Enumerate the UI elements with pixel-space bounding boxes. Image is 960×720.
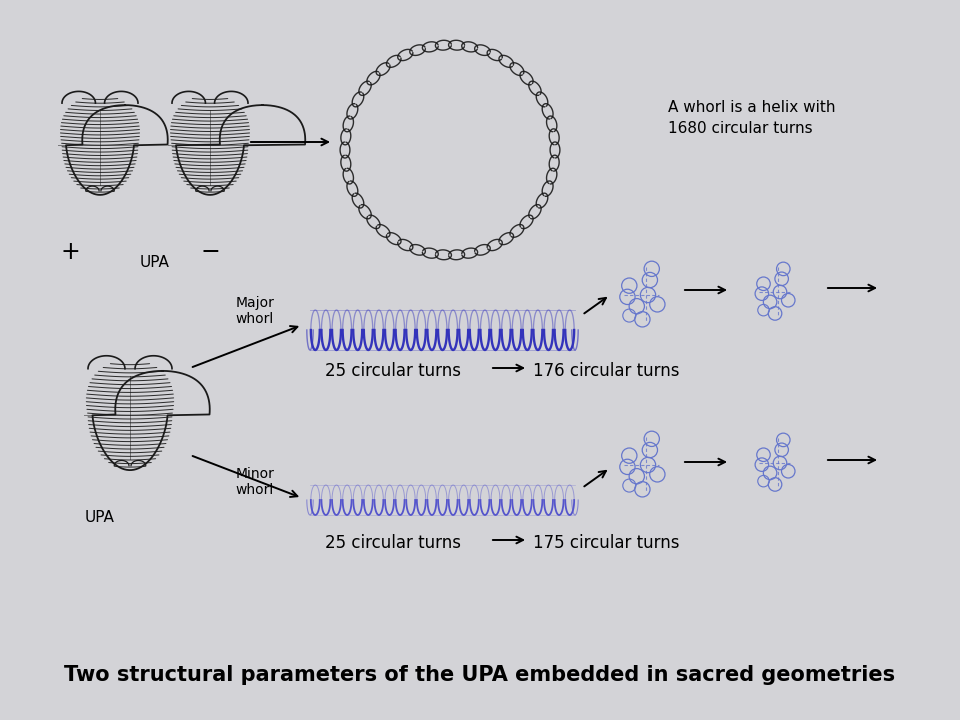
Text: UPA: UPA [140, 255, 170, 270]
Text: 175 circular turns: 175 circular turns [533, 534, 680, 552]
Text: A whorl is a helix with
1680 circular turns: A whorl is a helix with 1680 circular tu… [668, 100, 835, 136]
Text: 25 circular turns: 25 circular turns [325, 534, 461, 552]
Text: Minor
whorl: Minor whorl [235, 467, 275, 498]
Text: Two structural parameters of the UPA embedded in sacred geometries: Two structural parameters of the UPA emb… [64, 665, 896, 685]
Text: 25 circular turns: 25 circular turns [325, 362, 461, 380]
Text: 176 circular turns: 176 circular turns [533, 362, 680, 380]
Text: −: − [200, 240, 220, 264]
Text: Major
whorl: Major whorl [235, 296, 275, 326]
Text: UPA: UPA [85, 510, 115, 525]
Text: +: + [60, 240, 80, 264]
